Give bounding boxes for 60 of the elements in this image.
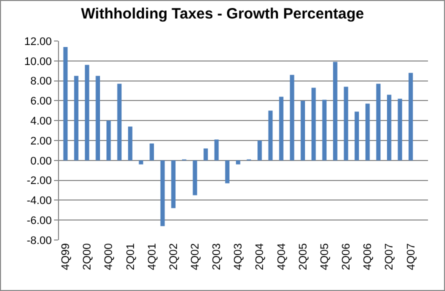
bar bbox=[106, 120, 111, 160]
bar bbox=[387, 94, 392, 160]
y-tick-label: 8.00 bbox=[30, 76, 52, 88]
x-tick-label: 2Q01 bbox=[124, 243, 137, 270]
x-tick-label: 4Q05 bbox=[318, 243, 331, 270]
bar bbox=[138, 160, 144, 164]
x-tick-label: 2Q07 bbox=[384, 243, 396, 270]
y-tick-label: 2.00 bbox=[30, 135, 52, 148]
bar bbox=[279, 96, 284, 160]
bar bbox=[290, 74, 294, 160]
y-tick-label: -6.00 bbox=[26, 214, 52, 227]
y-tick-label: -4.00 bbox=[26, 195, 52, 208]
x-tick-label: 4Q07 bbox=[405, 243, 418, 270]
bar bbox=[214, 140, 219, 160]
chart-title: Withholding Taxes - Growth Percentage bbox=[81, 6, 364, 23]
x-tick-label: 4Q02 bbox=[190, 243, 202, 270]
bar bbox=[300, 100, 305, 160]
bar bbox=[128, 126, 132, 160]
bar bbox=[322, 100, 327, 160]
bar bbox=[117, 84, 122, 160]
x-tick-label: 4Q06 bbox=[362, 243, 374, 270]
bar bbox=[160, 160, 165, 226]
x-tick-label: 4Q03 bbox=[232, 243, 245, 270]
y-tick-label: -8.00 bbox=[26, 234, 52, 247]
x-tick-label: 2Q02 bbox=[168, 243, 180, 270]
bar bbox=[365, 104, 370, 160]
y-tick-label: 4.00 bbox=[30, 115, 52, 128]
bar bbox=[236, 160, 240, 164]
bar bbox=[408, 72, 413, 160]
x-tick-label: 2Q03 bbox=[211, 243, 224, 270]
x-tick-label: 2Q00 bbox=[82, 243, 94, 270]
bar bbox=[311, 88, 316, 160]
bar bbox=[171, 160, 176, 208]
x-tick-label: 4Q99 bbox=[60, 243, 72, 270]
x-tick-label: 2Q06 bbox=[340, 243, 353, 270]
bar bbox=[96, 76, 100, 160]
bar bbox=[192, 160, 198, 196]
y-tick-label: 12.00 bbox=[24, 36, 52, 48]
x-tick-label: 4Q01 bbox=[146, 243, 158, 270]
bar bbox=[63, 46, 68, 160]
x-tick-label: 2Q05 bbox=[297, 243, 310, 270]
bar bbox=[398, 98, 402, 160]
bar bbox=[354, 112, 359, 160]
bar bbox=[376, 84, 381, 160]
x-tick-label: 2Q04 bbox=[254, 243, 266, 270]
x-tick-label: 4Q00 bbox=[103, 243, 116, 270]
bar bbox=[333, 62, 338, 160]
bar bbox=[225, 160, 230, 184]
bar bbox=[84, 64, 90, 160]
y-tick-label: 10.00 bbox=[24, 56, 52, 68]
bar bbox=[204, 148, 208, 160]
x-tick-label: 4Q04 bbox=[276, 243, 288, 270]
bar bbox=[258, 140, 262, 160]
y-tick-label: -2.00 bbox=[26, 175, 52, 188]
bar bbox=[74, 76, 78, 160]
bar bbox=[268, 110, 273, 160]
bar bbox=[150, 143, 154, 160]
y-tick-label: 0.00 bbox=[30, 155, 52, 168]
y-tick-label: 6.00 bbox=[30, 96, 52, 108]
bar bbox=[344, 86, 348, 160]
